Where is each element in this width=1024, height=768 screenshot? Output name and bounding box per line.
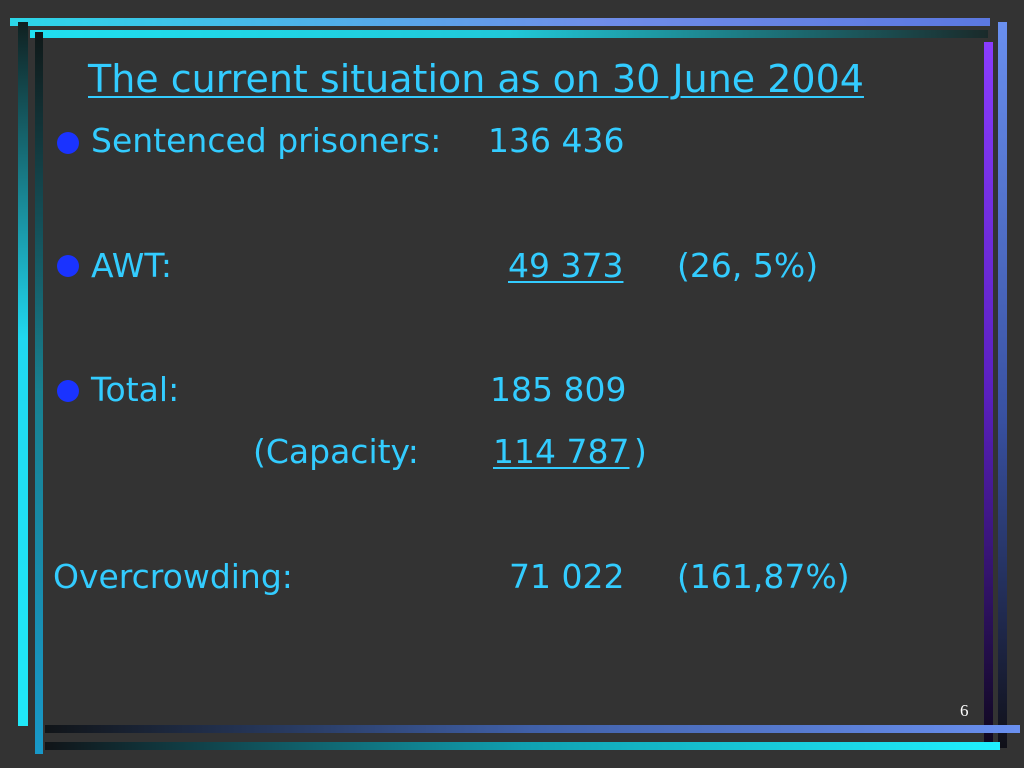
overcrowding-note: (161,87%): [677, 557, 850, 596]
slide-title: The current situation as on 30 June 2004: [88, 57, 864, 101]
page-number: 6: [960, 701, 969, 720]
item-value: 49 373: [508, 246, 624, 285]
frame-bar: [10, 18, 990, 26]
frame-bar: [18, 22, 28, 726]
capacity-label: (Capacity:: [253, 432, 419, 471]
frame-bar: [45, 742, 1000, 750]
frame-bar: [45, 725, 1020, 733]
capacity-close: ): [634, 432, 647, 471]
frame-bar: [35, 32, 43, 754]
item-label: Total:: [91, 370, 180, 409]
item-value: 185 809: [490, 370, 627, 409]
capacity-value: 114 787: [493, 432, 630, 471]
overcrowding-value: 71 022: [509, 557, 625, 596]
frame-bar: [984, 42, 993, 742]
frame-bar: [30, 30, 988, 38]
overcrowding-label: Overcrowding:: [53, 557, 293, 596]
item-label: AWT:: [91, 246, 173, 285]
item-value: 136 436: [488, 121, 625, 160]
frame-bar: [998, 22, 1007, 748]
item-note: (26, 5%): [677, 246, 819, 285]
item-label: Sentenced prisoners:: [91, 121, 442, 160]
bullet: [57, 255, 79, 277]
bullet: [57, 380, 79, 402]
bullet: [57, 132, 79, 154]
